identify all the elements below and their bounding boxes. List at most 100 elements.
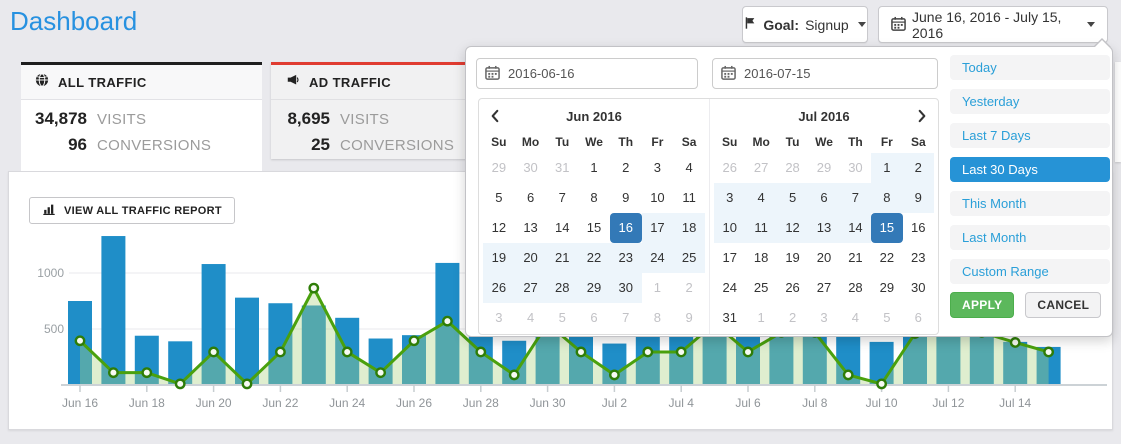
- calendar-day[interactable]: 20: [514, 243, 547, 273]
- calendar-day[interactable]: 1: [653, 280, 662, 295]
- calendar-day[interactable]: 2: [788, 310, 797, 325]
- calendar-day[interactable]: 2: [685, 280, 693, 295]
- calendar-day[interactable]: 10: [714, 213, 746, 243]
- range-option-this-month[interactable]: This Month: [950, 191, 1110, 216]
- start-date-input[interactable]: [476, 58, 698, 89]
- calendar-day[interactable]: 1: [757, 310, 765, 325]
- calendar-day[interactable]: 15: [586, 220, 602, 235]
- calendar-day[interactable]: 9: [622, 190, 630, 205]
- calendar-day[interactable]: 6: [808, 183, 840, 213]
- calendar-day[interactable]: 24: [641, 243, 674, 273]
- calendar-day[interactable]: 25: [673, 243, 705, 273]
- calendar-day[interactable]: 17: [722, 250, 737, 265]
- calendar-day[interactable]: 5: [495, 190, 503, 205]
- calendar-day[interactable]: 4: [851, 310, 860, 325]
- calendar-day[interactable]: 4: [526, 310, 535, 325]
- calendar-day[interactable]: 29: [816, 160, 832, 175]
- calendar-day[interactable]: 6: [914, 310, 922, 325]
- calendar-day[interactable]: 26: [785, 280, 800, 295]
- calendar-day[interactable]: 31: [722, 310, 737, 325]
- calendar-day[interactable]: 7: [622, 310, 630, 325]
- calendar-day[interactable]: 4: [745, 183, 777, 213]
- calendar-day[interactable]: 14: [555, 220, 570, 235]
- calendar-day[interactable]: 28: [785, 160, 800, 175]
- calendar-day[interactable]: 28: [848, 280, 863, 295]
- calendar-day[interactable]: 21: [546, 243, 579, 273]
- calendar-day[interactable]: 17: [641, 213, 674, 243]
- calendar-day[interactable]: 8: [871, 183, 903, 213]
- calendar-day[interactable]: 23: [911, 250, 926, 265]
- calendar-day[interactable]: 21: [848, 250, 863, 265]
- calendar-day[interactable]: 26: [722, 160, 737, 175]
- calendar-day[interactable]: 12: [491, 220, 507, 235]
- calendar-day[interactable]: 13: [523, 220, 538, 235]
- calendar-day[interactable]: 19: [785, 250, 800, 265]
- calendar-day[interactable]: 16: [911, 220, 926, 235]
- calendar-day[interactable]: 3: [495, 310, 503, 325]
- calendar-day[interactable]: 24: [722, 280, 737, 295]
- calendar-day[interactable]: 19: [483, 243, 515, 273]
- all-traffic-card[interactable]: ALL TRAFFIC 34,878 VISITS 96 CONVERSIONS: [21, 62, 262, 171]
- calendar-day[interactable]: 29: [578, 273, 610, 303]
- calendar-day[interactable]: 8: [590, 190, 598, 205]
- calendar-day[interactable]: 25: [753, 280, 769, 295]
- calendar-day[interactable]: 7: [839, 183, 872, 213]
- calendar-day[interactable]: 28: [546, 273, 579, 303]
- end-date-input[interactable]: [712, 58, 938, 89]
- calendar-day[interactable]: 1: [590, 160, 598, 175]
- calendar-day[interactable]: 27: [514, 273, 547, 303]
- calendar-day[interactable]: 5: [883, 310, 891, 325]
- range-option-last-7-days[interactable]: Last 7 Days: [950, 123, 1110, 148]
- calendar-day[interactable]: 30: [609, 273, 642, 303]
- calendar-day[interactable]: 2: [902, 153, 934, 183]
- calendar-day[interactable]: 6: [526, 190, 535, 205]
- calendar-day[interactable]: 5: [776, 183, 809, 213]
- calendar-day[interactable]: 20: [816, 250, 832, 265]
- calendar-day[interactable]: 18: [673, 213, 705, 243]
- calendar-day[interactable]: 23: [609, 243, 642, 273]
- range-option-today[interactable]: Today: [950, 55, 1110, 80]
- calendar-day[interactable]: 29: [879, 280, 895, 295]
- calendar-day[interactable]: 27: [753, 160, 769, 175]
- cancel-button[interactable]: CANCEL: [1025, 292, 1102, 318]
- range-option-last-30-days[interactable]: Last 30 Days: [950, 157, 1110, 182]
- calendar-day[interactable]: 4: [685, 160, 693, 175]
- calendar-day[interactable]: 3: [820, 310, 828, 325]
- calendar-day[interactable]: 10: [650, 190, 665, 205]
- range-option-custom-range[interactable]: Custom Range: [950, 259, 1110, 284]
- goal-selector-button[interactable]: Goal: Signup: [742, 6, 868, 43]
- view-all-traffic-report-button[interactable]: VIEW ALL TRAFFIC REPORT: [29, 197, 235, 224]
- calendar-day[interactable]: 16: [609, 213, 642, 243]
- calendar-day[interactable]: 15: [871, 213, 903, 243]
- calendar-day[interactable]: 1: [871, 153, 903, 183]
- calendar-day[interactable]: 8: [653, 310, 662, 325]
- date-range-button[interactable]: June 16, 2016 - July 15, 2016: [878, 6, 1108, 43]
- calendar-day[interactable]: 9: [685, 310, 693, 325]
- calendar-day[interactable]: 18: [753, 250, 769, 265]
- calendar-day[interactable]: 2: [622, 160, 630, 175]
- range-option-yesterday[interactable]: Yesterday: [950, 89, 1110, 114]
- range-option-last-month[interactable]: Last Month: [950, 225, 1110, 250]
- calendar-day[interactable]: 30: [523, 160, 538, 175]
- calendar-day[interactable]: 5: [558, 310, 566, 325]
- calendar-day[interactable]: 31: [555, 160, 570, 175]
- apply-button[interactable]: APPLY: [950, 292, 1015, 318]
- calendar-day[interactable]: 30: [848, 160, 863, 175]
- calendar-day[interactable]: 13: [808, 213, 840, 243]
- calendar-next-icon[interactable]: [916, 109, 928, 128]
- calendar-day[interactable]: 3: [714, 183, 746, 213]
- calendar-day[interactable]: 11: [682, 190, 696, 205]
- calendar-day[interactable]: 11: [745, 213, 777, 243]
- calendar-day[interactable]: 9: [902, 183, 934, 213]
- calendar-day[interactable]: 22: [879, 250, 895, 265]
- calendar-day[interactable]: 29: [491, 160, 507, 175]
- calendar-day[interactable]: 27: [816, 280, 832, 295]
- calendar-day[interactable]: 30: [911, 280, 926, 295]
- calendar-day[interactable]: 3: [653, 160, 662, 175]
- calendar-prev-icon[interactable]: [489, 109, 501, 128]
- calendar-day[interactable]: 22: [578, 243, 610, 273]
- calendar-day[interactable]: 26: [483, 273, 515, 303]
- calendar-day[interactable]: 14: [839, 213, 872, 243]
- calendar-day[interactable]: 12: [776, 213, 809, 243]
- calendar-day[interactable]: 7: [558, 190, 566, 205]
